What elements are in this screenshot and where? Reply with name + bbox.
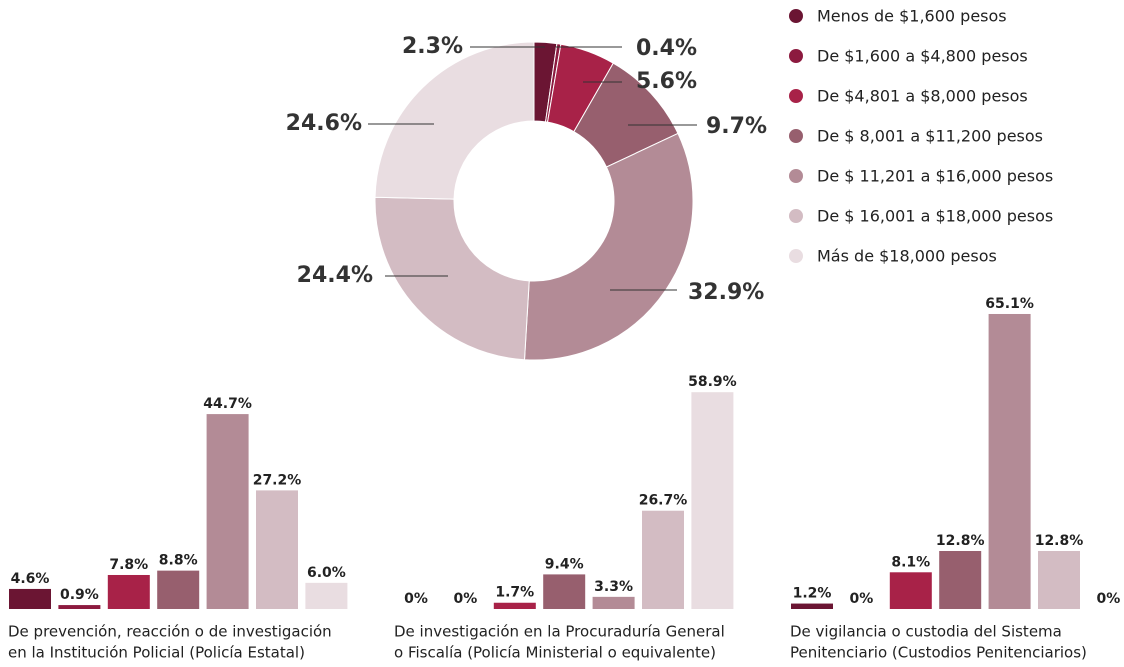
data-label: 0% <box>1097 591 1121 607</box>
bar-caption: De investigación en la Procuraduría Gene… <box>394 623 725 641</box>
data-label: 1.7% <box>495 585 534 601</box>
legend-label: Menos de $1,600 pesos <box>817 7 1007 26</box>
data-label: 12.8% <box>1035 533 1084 549</box>
data-label: 0% <box>454 591 478 607</box>
data-label: 58.9% <box>688 374 737 390</box>
legend-swatch <box>789 9 803 23</box>
bar <box>58 605 101 609</box>
bar <box>642 510 684 609</box>
data-label: 8.1% <box>891 554 930 570</box>
legend-swatch <box>789 169 803 183</box>
data-label: 2.3% <box>402 34 463 59</box>
data-label: 0% <box>850 591 874 607</box>
data-label: 7.8% <box>109 557 148 573</box>
bar <box>592 596 635 609</box>
legend-label: De $4,801 a $8,000 pesos <box>817 87 1028 106</box>
data-label: 0.4% <box>636 36 697 61</box>
bar-caption: De prevención, reacción o de investigaci… <box>8 623 332 641</box>
bar <box>305 582 348 609</box>
bar <box>157 570 200 609</box>
data-label: 4.6% <box>11 571 50 587</box>
data-label: 5.6% <box>636 69 697 94</box>
data-label: 0% <box>404 591 428 607</box>
data-label: 8.8% <box>159 553 198 569</box>
bar <box>791 603 833 609</box>
bar <box>939 550 982 609</box>
bar <box>988 313 1031 609</box>
data-label: 9.7% <box>706 114 767 139</box>
data-label: 12.8% <box>936 533 985 549</box>
data-label: 6.0% <box>307 565 346 581</box>
legend-swatch <box>789 89 803 103</box>
donut-slice <box>374 41 535 200</box>
bar <box>493 602 536 609</box>
data-label: 0.9% <box>60 587 99 603</box>
legend-swatch <box>789 129 803 143</box>
data-label: 26.7% <box>639 493 688 509</box>
legend-swatch <box>789 49 803 63</box>
bar <box>691 392 734 609</box>
legend-label: De $ 11,201 a $16,000 pesos <box>817 167 1053 186</box>
data-label: 24.4% <box>297 263 373 288</box>
bar-caption: o Fiscalía (Policía Ministerial o equiva… <box>394 644 716 662</box>
legend-label: De $ 8,001 a $11,200 pesos <box>817 127 1043 146</box>
donut-slice <box>523 132 694 361</box>
legend-swatch <box>789 249 803 263</box>
data-label: 1.2% <box>793 586 832 602</box>
bar <box>9 588 51 609</box>
data-label: 9.4% <box>545 556 584 572</box>
data-label: 44.7% <box>203 396 252 412</box>
bar <box>1038 550 1080 609</box>
data-label: 27.2% <box>253 472 302 488</box>
donut-slice <box>374 196 530 361</box>
bar <box>256 490 298 609</box>
legend-label: Más de $18,000 pesos <box>817 247 997 266</box>
data-label: 24.6% <box>286 111 362 136</box>
bar-caption: en la Institución Policial (Policía Esta… <box>8 644 305 662</box>
legend-label: De $ 16,001 a $18,000 pesos <box>817 207 1053 226</box>
legend-label: De $1,600 a $4,800 pesos <box>817 47 1028 66</box>
bar <box>543 574 586 609</box>
bar-caption: Penitenciario (Custodios Penitenciarios) <box>790 644 1087 662</box>
bar-caption: De vigilancia o custodia del Sistema <box>790 623 1062 641</box>
bar <box>889 572 932 609</box>
data-label: 32.9% <box>688 280 764 305</box>
bar <box>206 414 249 609</box>
bar <box>107 574 150 609</box>
legend-swatch <box>789 209 803 223</box>
data-label: 3.3% <box>594 579 633 595</box>
data-label: 65.1% <box>985 296 1034 312</box>
